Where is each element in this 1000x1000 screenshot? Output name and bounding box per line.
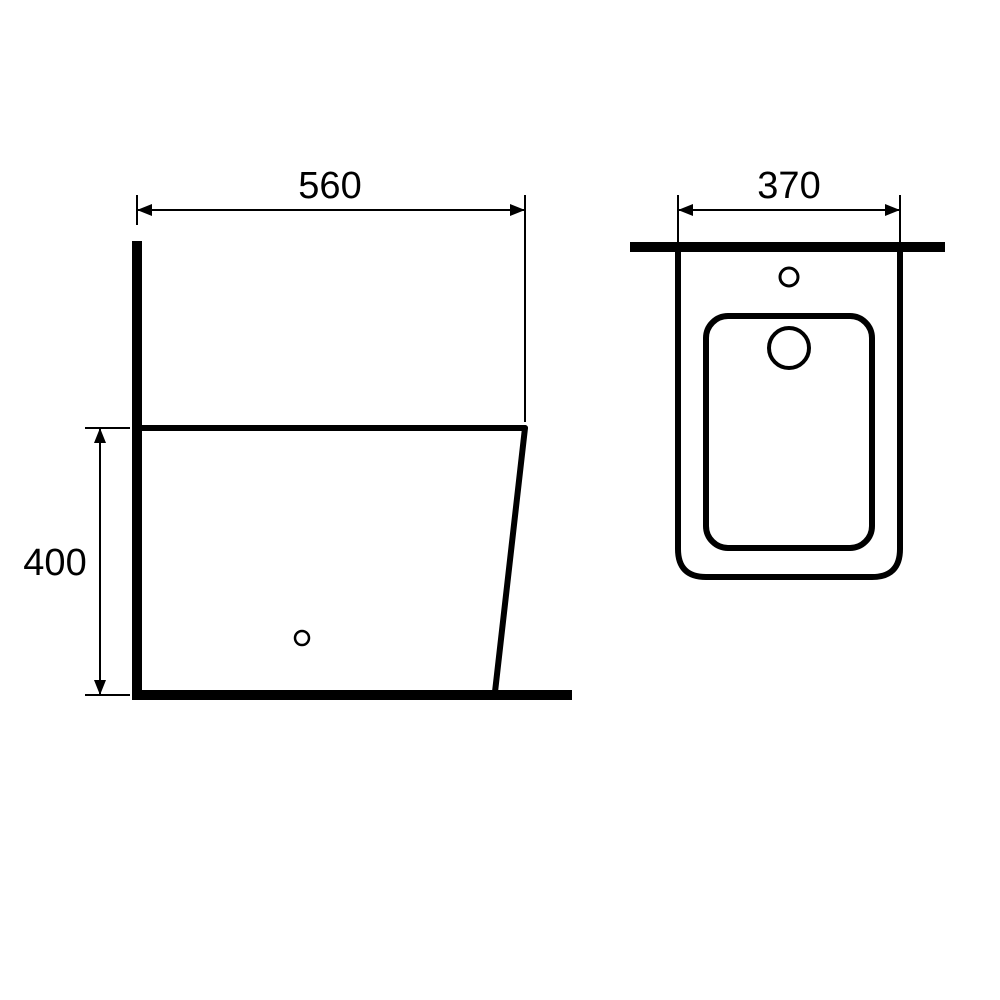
side-drain-icon <box>295 631 309 645</box>
dim-side-height-label: 400 <box>23 542 86 584</box>
fixture-front <box>495 428 525 692</box>
top-view <box>630 247 945 577</box>
top-inner-bowl <box>706 316 872 548</box>
dim-top-width-label: 370 <box>757 165 820 207</box>
bowl-drain-icon <box>769 328 809 368</box>
dim-side-width: 560 <box>137 165 525 422</box>
tap-hole-icon <box>780 268 798 286</box>
dim-side-height: 400 <box>23 428 130 695</box>
dim-top-width: 370 <box>678 165 900 243</box>
top-outer-outline <box>678 247 900 577</box>
technical-drawing: 560 400 370 <box>0 0 1000 1000</box>
side-elevation <box>132 241 572 695</box>
dim-side-width-label: 560 <box>298 165 361 207</box>
